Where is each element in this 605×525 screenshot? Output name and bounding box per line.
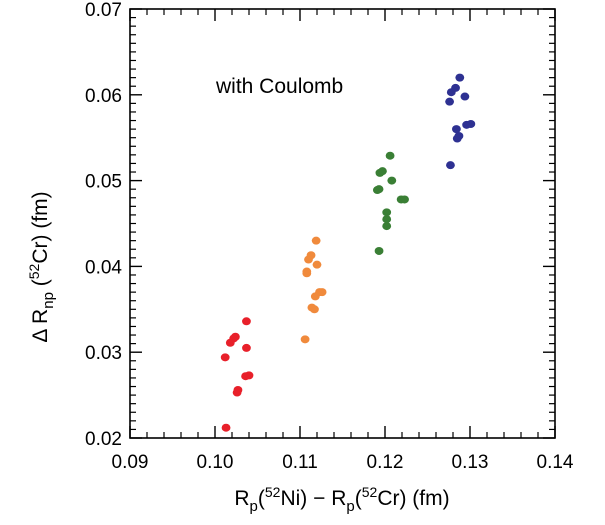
axis-label-part: Cr) (fm) [29, 191, 52, 263]
data-point [317, 288, 327, 297]
data-point [311, 236, 321, 245]
y-tick-label: 0.04 [85, 257, 122, 278]
data-point [306, 251, 316, 260]
axis-label-part: ( [355, 487, 362, 510]
x-tick-label: 0.13 [452, 452, 489, 473]
data-point [242, 317, 251, 326]
series-1 [220, 317, 254, 432]
axis-label-part: p [346, 498, 354, 515]
y-tick-label: 0.03 [85, 343, 122, 364]
data-point [233, 385, 243, 394]
series-2 [300, 236, 327, 344]
y-axis-tick-labels: 0.02 0.03 0.04 0.05 0.06 0.07 [85, 0, 122, 450]
data-point [466, 119, 476, 128]
y-axis-label: Δ Rnp (52Cr) (fm) [26, 191, 57, 342]
data-point [231, 332, 240, 341]
x-tick-label: 0.11 [282, 452, 318, 473]
series-3 [372, 151, 409, 255]
y-tick-label: 0.06 [85, 86, 122, 107]
y-tick-label: 0.07 [85, 0, 122, 21]
y-tick-label: 0.02 [85, 429, 122, 450]
axis-label-part: ( [258, 487, 265, 510]
data-point [312, 260, 322, 269]
data-point [382, 215, 392, 224]
annotation-with-coulomb: with Coulomb [215, 75, 343, 98]
data-point [220, 353, 230, 362]
axis-label-part: np [40, 292, 57, 309]
data-point [445, 97, 454, 106]
data-point [446, 161, 455, 170]
x-tick-label: 0.14 [537, 452, 574, 473]
axis-label-part: ( [29, 279, 52, 292]
x-axis-label: Rp(52Ni) − Rp(52Cr) (fm) [234, 484, 449, 515]
axis-label-part: R [234, 487, 249, 510]
data-point [244, 371, 254, 380]
data-points [220, 73, 476, 432]
data-point [382, 222, 392, 231]
data-point [460, 92, 470, 101]
data-point [387, 176, 397, 185]
data-point [455, 73, 465, 82]
data-point [374, 185, 384, 194]
data-point [374, 246, 384, 255]
x-tick-label: 0.10 [197, 452, 234, 473]
axis-label-part: Ni) − R [280, 487, 346, 510]
data-point [378, 167, 387, 176]
axis-label-part: 52 [362, 484, 378, 500]
x-axis-ticks [129, 9, 556, 438]
data-point [385, 151, 395, 160]
axis-label-part: Δ R [29, 309, 52, 343]
data-point [400, 195, 409, 204]
data-point [451, 83, 460, 92]
y-tick-label: 0.05 [85, 172, 122, 193]
data-point [300, 335, 310, 344]
data-point [454, 131, 464, 140]
data-point [302, 267, 312, 276]
y-axis-ticks [130, 8, 555, 439]
data-point [452, 125, 461, 134]
x-tick-label: 0.09 [112, 452, 149, 473]
series-4 [445, 73, 476, 170]
data-point [382, 208, 392, 217]
plot-frame [129, 8, 556, 439]
data-point [242, 343, 251, 352]
axis-label-part: p [250, 498, 258, 515]
axis-label-part: Cr) (fm) [377, 487, 449, 510]
axis-label-part: 52 [265, 484, 281, 500]
data-point [221, 423, 231, 432]
data-point [310, 305, 319, 314]
x-tick-label: 0.12 [367, 452, 404, 473]
axis-label-part: 52 [26, 263, 42, 279]
x-axis-tick-labels: 0.09 0.10 0.11 0.12 0.13 0.14 [112, 452, 574, 473]
